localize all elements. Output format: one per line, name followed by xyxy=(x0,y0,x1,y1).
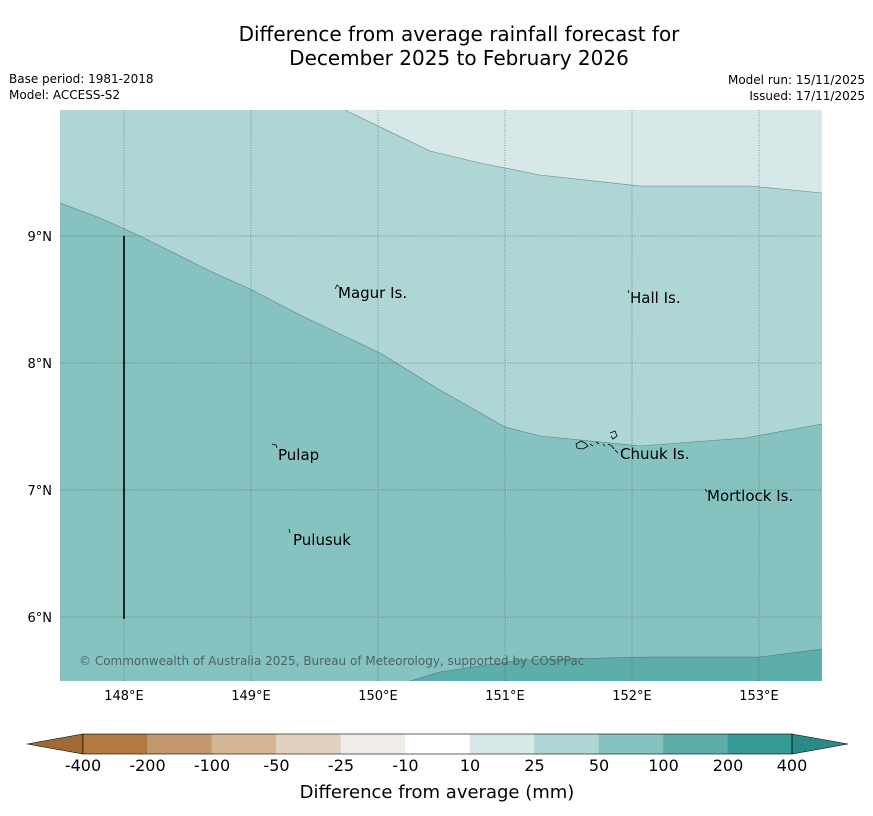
colorbar-tick-labels: -400 -200 -100 -50 -25 -10 10 25 50 100 … xyxy=(65,756,807,775)
colorbar-label: 100 xyxy=(648,756,679,775)
issued-date: Issued: 17/11/2025 xyxy=(749,89,865,103)
map-panel: Magur Is. Hall Is. Pulap Chuuk Is. Mortl… xyxy=(60,110,822,681)
copyright-text: © Commonwealth of Australia 2025, Bureau… xyxy=(79,654,584,668)
colorbar-outline xyxy=(82,733,793,755)
lat-axis: 9°N 8°N 7°N 6°N xyxy=(28,230,53,626)
colorbar-label: -100 xyxy=(194,756,230,775)
colorbar-label: -400 xyxy=(65,756,101,775)
colorbar-cell-5 xyxy=(405,734,470,754)
lon-label-152e: 152°E xyxy=(612,689,652,704)
colorbar-cell-7 xyxy=(534,734,599,754)
colorbar: -400 -200 -100 -50 -25 -10 10 25 50 100 … xyxy=(26,733,849,803)
lon-label-148e: 148°E xyxy=(104,689,144,704)
colorbar-label: 10 xyxy=(460,756,480,775)
colorbar-cell-4 xyxy=(340,734,406,754)
chart-title: Difference from average rainfall forecas… xyxy=(0,22,873,70)
island-chuuk xyxy=(575,430,619,454)
colorbar-label: -50 xyxy=(263,756,289,775)
lon-label-151e: 151°E xyxy=(485,689,525,704)
island-pulap xyxy=(271,443,278,449)
colorbar-cell-2 xyxy=(211,734,277,754)
colorbar-cells xyxy=(83,734,792,754)
base-period: Base period: 1981-2018 xyxy=(9,72,154,86)
lon-label-150e: 150°E xyxy=(358,689,398,704)
place-hall: Hall Is. xyxy=(630,289,681,307)
meta-left: Base period: 1981-2018 Model: ACCESS-S2 xyxy=(9,71,154,103)
colorbar-cell-0 xyxy=(83,734,148,754)
lon-axis: 148°E 149°E 150°E 151°E 152°E 153°E xyxy=(104,689,779,704)
model-name: Model: ACCESS-S2 xyxy=(9,88,121,102)
colorbar-extend-high xyxy=(791,733,849,755)
place-labels: Magur Is. Hall Is. Pulap Chuuk Is. Mortl… xyxy=(278,284,793,549)
colorbar-label: -10 xyxy=(392,756,418,775)
colorbar-label: 400 xyxy=(777,756,808,775)
model-run: Model run: 15/11/2025 xyxy=(727,73,865,87)
colorbar-cell-9 xyxy=(663,734,728,754)
band-10-25 xyxy=(345,110,822,193)
colorbar-extend-low xyxy=(26,733,84,755)
colorbar-cell-10 xyxy=(727,734,792,754)
title-line-1: Difference from average rainfall forecas… xyxy=(238,22,680,46)
island-magur xyxy=(334,284,340,290)
colorbar-label: 200 xyxy=(713,756,744,775)
band-50-100 xyxy=(60,203,822,681)
lon-label-149e: 149°E xyxy=(231,689,271,704)
island-hall xyxy=(627,289,630,294)
colorbar-cell-6 xyxy=(469,734,535,754)
colorbar-cell-8 xyxy=(598,734,664,754)
place-chuuk: Chuuk Is. xyxy=(620,445,689,463)
meta-right: Model run: 15/11/2025 Issued: 17/11/2025 xyxy=(728,72,865,104)
colorbar-axis-label: Difference from average (mm) xyxy=(300,782,575,803)
island-outlines xyxy=(271,284,708,534)
lat-label-7n: 7°N xyxy=(28,484,53,499)
place-pulusuk: Pulusuk xyxy=(293,531,351,549)
colorbar-label: 25 xyxy=(524,756,544,775)
lat-label-9n: 9°N xyxy=(28,230,53,245)
lon-label-153e: 153°E xyxy=(739,689,779,704)
place-pulap: Pulap xyxy=(278,446,319,464)
colorbar-cell-3 xyxy=(276,734,341,754)
colorbar-label: -25 xyxy=(328,756,354,775)
colorbar-label: 50 xyxy=(589,756,609,775)
lat-label-6n: 6°N xyxy=(28,611,53,626)
colorbar-cell-1 xyxy=(147,734,212,754)
island-mortlock xyxy=(704,488,708,493)
place-mortlock: Mortlock Is. xyxy=(707,487,793,505)
place-magur: Magur Is. xyxy=(338,284,407,302)
island-pulusuk xyxy=(288,528,291,534)
colorbar-label: -200 xyxy=(129,756,165,775)
lat-label-8n: 8°N xyxy=(28,357,53,372)
title-line-2: December 2025 to February 2026 xyxy=(289,46,629,70)
